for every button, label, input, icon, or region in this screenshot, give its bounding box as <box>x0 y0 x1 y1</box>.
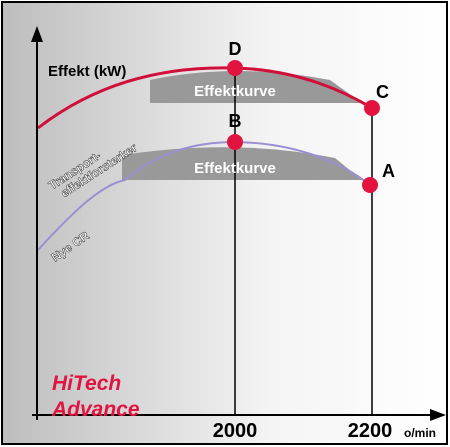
x-label: 2000 <box>213 420 258 442</box>
band-lower <box>122 147 362 180</box>
band-label: Effektkurve <box>194 83 276 100</box>
brand: Advance <box>51 398 140 421</box>
x-label: 2200 <box>348 420 393 442</box>
x-unit: o/min <box>404 426 436 440</box>
y-axis-label: Effekt (kW) <box>48 63 126 80</box>
label-c: C <box>376 82 389 102</box>
point-d <box>227 60 243 76</box>
point-c <box>364 100 380 116</box>
lower-curve <box>37 140 371 251</box>
point-b <box>227 134 243 150</box>
band-label: Effektkurve <box>194 160 276 177</box>
label-b: B <box>229 111 242 131</box>
label-d: D <box>229 39 242 59</box>
point-a <box>362 177 378 193</box>
label-a: A <box>382 161 395 181</box>
brand: HiTech <box>52 372 121 395</box>
y-arrow <box>31 26 43 42</box>
x-arrow <box>430 409 446 421</box>
